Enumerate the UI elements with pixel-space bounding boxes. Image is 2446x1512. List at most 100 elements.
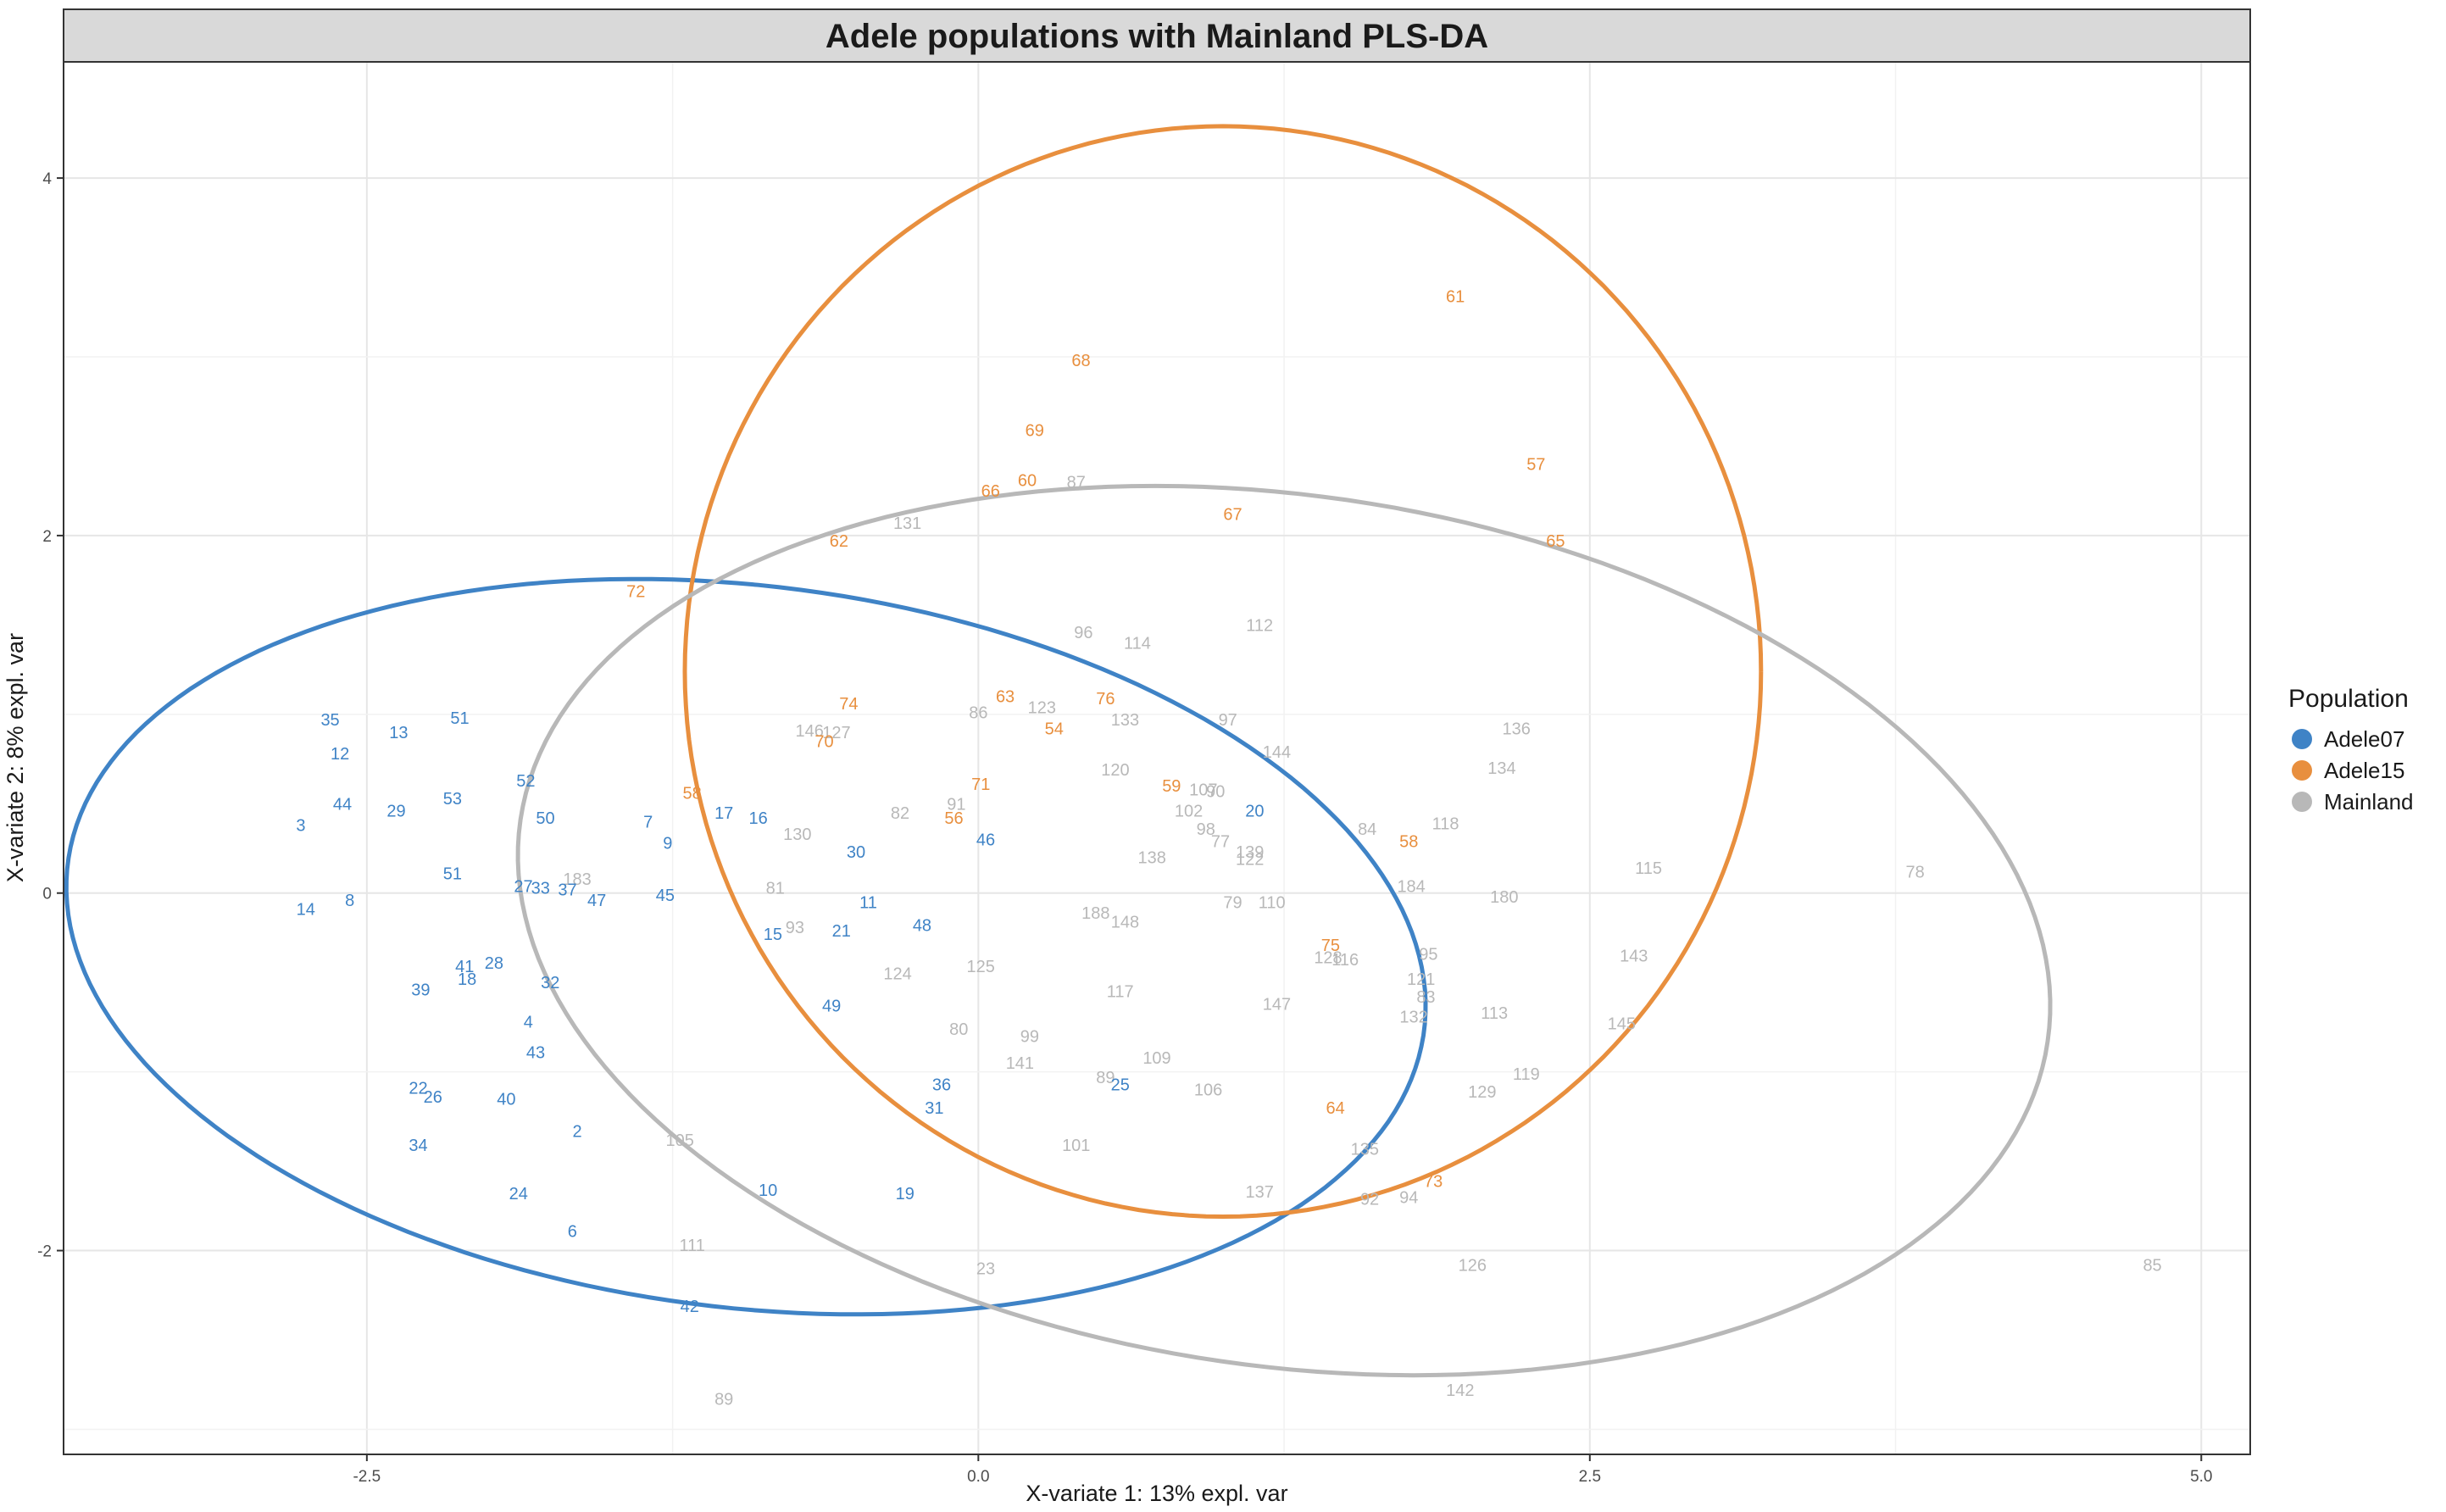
point-mainland: 78 xyxy=(1906,863,1925,881)
point-adele15: 62 xyxy=(830,532,848,551)
x-axis-ticks: -2.5 0.0 2.5 5.0 xyxy=(353,1454,2212,1486)
legend-key-mainland xyxy=(2292,792,2312,812)
point-mainland: 101 xyxy=(1062,1137,1090,1155)
point-adele07: 46 xyxy=(976,831,995,849)
point-adele07: 36 xyxy=(932,1076,951,1094)
point-mainland: 136 xyxy=(1503,720,1531,739)
point-adele07: 29 xyxy=(386,803,405,821)
point-adele07: 28 xyxy=(485,954,503,973)
legend: Population Adele07 Adele15 Mainland xyxy=(2288,685,2414,814)
point-mainland: 90 xyxy=(1206,783,1225,802)
point-adele07: 33 xyxy=(531,879,550,898)
point-mainland: 188 xyxy=(1081,904,1109,923)
point-mainland: 124 xyxy=(883,965,911,984)
point-mainland: 116 xyxy=(1331,951,1359,970)
point-adele15: 54 xyxy=(1045,720,1064,739)
point-adele15: 64 xyxy=(1326,1099,1345,1118)
legend-key-adele15 xyxy=(2292,760,2312,781)
point-adele07: 41 xyxy=(455,958,474,976)
point-mainland: 146 xyxy=(796,722,824,741)
plot-panel-border xyxy=(63,61,2251,1455)
point-mainland: 96 xyxy=(1074,624,1092,642)
ellipse-adele07 xyxy=(64,576,1428,1317)
chart-title: Adele populations with Mainland PLS-DA xyxy=(826,18,1488,55)
point-mainland: 86 xyxy=(969,704,987,723)
x-tick-label: 2.5 xyxy=(1579,1468,1601,1486)
point-mainland: 105 xyxy=(666,1131,694,1150)
point-adele15: 68 xyxy=(1071,352,1090,370)
point-mainland: 98 xyxy=(1197,820,1215,839)
plot-panel xyxy=(63,61,2251,1455)
y-axis-ticks: -2 0 2 4 xyxy=(37,170,64,1261)
point-mainland: 95 xyxy=(1419,945,1437,964)
y-tick-label: -2 xyxy=(37,1243,52,1261)
x-axis-title: X-variate 1: 13% expl. var xyxy=(1026,1481,1287,1506)
point-mainland: 132 xyxy=(1399,1008,1427,1026)
point-mainland: 120 xyxy=(1101,761,1129,780)
point-adele15: 63 xyxy=(996,688,1015,707)
point-adele15: 71 xyxy=(971,775,990,794)
point-adele15: 59 xyxy=(1162,777,1181,796)
ellipse-mainland xyxy=(515,483,2053,1378)
x-tick-label: 5.0 xyxy=(2190,1468,2212,1486)
point-adele07: 48 xyxy=(913,917,931,936)
point-adele07: 45 xyxy=(656,887,675,905)
point-adele07: 43 xyxy=(526,1043,545,1062)
y-tick-label: 2 xyxy=(42,528,52,546)
point-adele07: 19 xyxy=(896,1185,914,1203)
point-mainland: 118 xyxy=(1432,814,1459,833)
point-adele15: 61 xyxy=(1446,287,1465,306)
legend-label-mainland: Mainland xyxy=(2324,789,2414,814)
point-adele15: 60 xyxy=(1018,472,1037,491)
point-adele07: 8 xyxy=(345,892,354,910)
point-adele15: 56 xyxy=(944,809,963,828)
point-mainland: 142 xyxy=(1446,1381,1474,1400)
point-adele07: 44 xyxy=(333,795,352,814)
title-strip xyxy=(63,8,2251,63)
point-mainland: 121 xyxy=(1407,970,1435,989)
point-adele07: 26 xyxy=(424,1088,442,1107)
point-mainland: 81 xyxy=(766,879,785,898)
point-mainland: 122 xyxy=(1236,851,1264,870)
y-axis-title: X-variate 2: 8% expl. var xyxy=(3,633,28,882)
point-adele15: 58 xyxy=(1399,833,1418,852)
point-adele07: 49 xyxy=(822,998,841,1016)
grid-lines xyxy=(64,62,2250,1454)
point-mainland: 79 xyxy=(1223,893,1242,912)
point-adele07: 2 xyxy=(572,1122,581,1141)
ellipse-adele15 xyxy=(682,124,1764,1220)
point-adele07: 10 xyxy=(759,1181,777,1200)
point-mainland: 141 xyxy=(1006,1054,1034,1073)
point-mainland: 109 xyxy=(1142,1049,1170,1068)
point-mainland: 110 xyxy=(1259,893,1286,912)
point-adele07: 7 xyxy=(643,813,653,831)
point-mainland: 129 xyxy=(1468,1083,1496,1102)
point-mainland: 113 xyxy=(1481,1004,1508,1023)
point-mainland: 135 xyxy=(1351,1140,1379,1159)
point-adele07: 20 xyxy=(1245,803,1264,821)
point-adele15: 57 xyxy=(1526,456,1545,475)
point-adele07: 47 xyxy=(587,892,606,910)
point-adele07: 11 xyxy=(859,893,877,912)
point-adele15: 76 xyxy=(1096,690,1115,709)
point-adele07: 40 xyxy=(497,1090,515,1109)
point-adele07: 31 xyxy=(925,1099,943,1118)
point-adele07: 24 xyxy=(509,1185,528,1203)
point-adele07: 21 xyxy=(832,922,851,941)
point-adele15: 73 xyxy=(1424,1172,1443,1191)
point-adele15: 72 xyxy=(626,582,645,601)
point-adele07: 27 xyxy=(514,877,532,896)
point-mainland: 89 xyxy=(1096,1069,1115,1087)
point-adele07: 51 xyxy=(443,865,462,884)
point-mainland: 93 xyxy=(786,919,804,937)
point-adele15: 69 xyxy=(1026,421,1044,440)
point-mainland: 128 xyxy=(1314,949,1342,968)
legend-label-adele15: Adele15 xyxy=(2324,758,2404,783)
point-adele07: 53 xyxy=(443,790,462,809)
point-mainland: 123 xyxy=(1028,698,1056,717)
point-adele07: 12 xyxy=(331,745,349,764)
point-mainland: 23 xyxy=(976,1260,995,1279)
point-adele07: 13 xyxy=(389,724,408,742)
point-mainland: 111 xyxy=(679,1237,704,1255)
